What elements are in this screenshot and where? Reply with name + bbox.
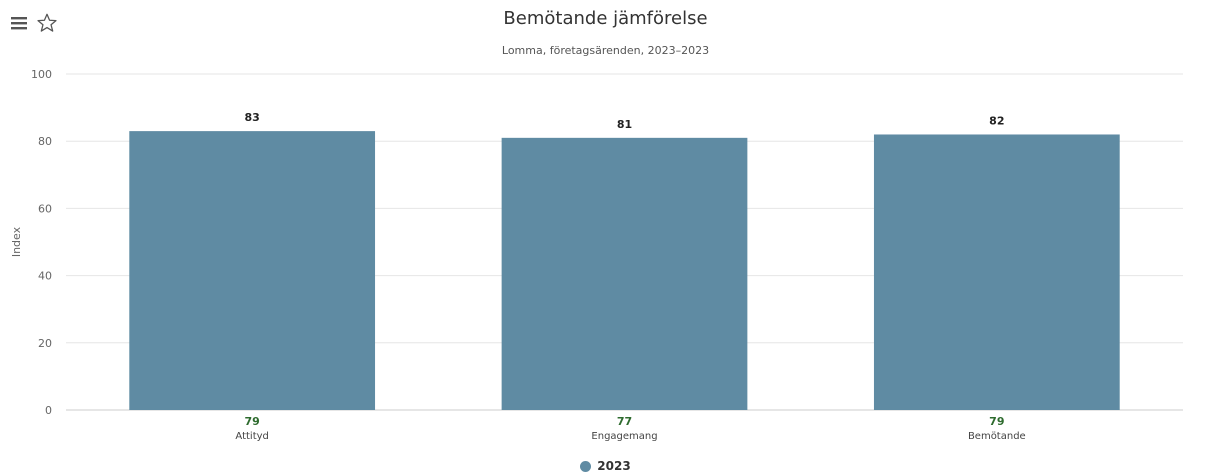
data-label: 83 bbox=[245, 111, 260, 124]
x-tick-label: Attityd bbox=[235, 431, 268, 442]
x-tick-label: Engagemang bbox=[591, 431, 657, 442]
legend-marker bbox=[580, 460, 592, 472]
chart-subtitle: Lomma, företagsärenden, 2023–2023 bbox=[501, 44, 710, 57]
chart-toolbar bbox=[8, 12, 58, 34]
secondary-value-label: 79 bbox=[245, 415, 260, 428]
y-tick-label: 40 bbox=[38, 270, 52, 283]
hamburger-menu-icon[interactable] bbox=[8, 12, 30, 34]
y-tick-label: 60 bbox=[38, 202, 52, 215]
data-label: 82 bbox=[989, 114, 1004, 127]
secondary-value-label: 77 bbox=[617, 415, 632, 428]
bar-attityd bbox=[129, 131, 376, 410]
data-label: 81 bbox=[617, 118, 632, 131]
chart-title: Bemötande jämförelse bbox=[503, 8, 708, 29]
star-outline-icon[interactable] bbox=[36, 12, 58, 34]
y-tick-label: 100 bbox=[31, 68, 52, 81]
bar-engagemang bbox=[501, 137, 748, 410]
bar-bemötande bbox=[873, 134, 1120, 411]
x-tick-label: Bemötande bbox=[968, 431, 1026, 442]
y-axis-title: Index bbox=[10, 226, 23, 257]
legend-item-2023[interactable]: 2023 bbox=[0, 459, 1211, 473]
secondary-value-label: 79 bbox=[989, 415, 1004, 428]
y-tick-label: 80 bbox=[38, 135, 52, 148]
legend-label: 2023 bbox=[597, 459, 631, 473]
y-tick-label: 20 bbox=[38, 337, 52, 350]
y-tick-label: 0 bbox=[45, 404, 52, 417]
bar-chart: 0 20 40 60 80 100 Index 83 79 Attityd 81 77 Engagema… bbox=[10, 68, 1183, 442]
